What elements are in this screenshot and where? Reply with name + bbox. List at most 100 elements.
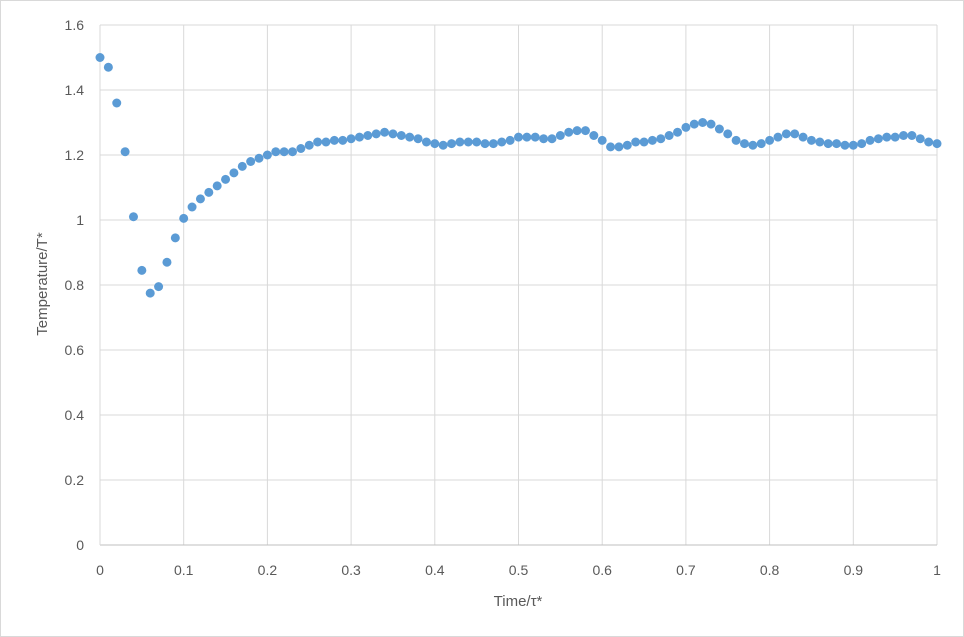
data-point <box>145 288 155 298</box>
x-tick-label: 0.5 <box>509 562 529 578</box>
data-point <box>438 140 448 150</box>
x-axis-title: Time/τ* <box>494 593 543 610</box>
data-point <box>137 265 147 275</box>
data-point <box>890 132 900 142</box>
data-point <box>195 194 205 204</box>
x-tick-label: 0.8 <box>760 562 780 578</box>
data-point <box>907 131 917 140</box>
data-point <box>103 62 113 72</box>
data-point <box>288 147 298 157</box>
data-point <box>899 131 909 140</box>
data-point <box>572 126 582 136</box>
x-tick-label: 0.1 <box>174 562 194 578</box>
data-point <box>271 147 281 157</box>
data-point <box>421 137 431 147</box>
data-point <box>296 144 306 153</box>
data-point <box>564 127 574 137</box>
data-point <box>647 135 657 145</box>
data-point <box>606 142 616 152</box>
data-point <box>170 233 180 243</box>
data-point <box>882 132 892 142</box>
data-point <box>873 134 883 144</box>
data-point <box>756 139 766 149</box>
data-point <box>857 139 867 149</box>
data-point <box>706 119 716 129</box>
data-point <box>338 135 348 145</box>
data-point <box>279 147 289 157</box>
x-tick-label: 0.4 <box>425 562 445 578</box>
y-tick-label: 0.2 <box>65 472 85 488</box>
x-tick-label: 0.3 <box>341 562 361 578</box>
y-axis-title: Temperature/T* <box>34 232 51 336</box>
data-point <box>254 153 264 163</box>
y-tick-label: 1.2 <box>65 147 85 163</box>
tick-labels: 0 0.2 0.4 0.6 0.8 1 1.2 1.4 1.6 0 0.1 0.2 0.3 0.4 0.5 0… <box>65 17 942 578</box>
x-tick-label: 1 <box>933 562 941 578</box>
data-point <box>212 181 222 191</box>
data-point <box>514 132 523 142</box>
data-point <box>380 127 390 137</box>
data-point <box>631 137 641 147</box>
data-point <box>321 137 331 147</box>
data-point <box>522 132 532 142</box>
y-tick-label: 1.6 <box>65 17 85 33</box>
data-point <box>371 129 381 139</box>
data-point <box>430 139 440 149</box>
y-tick-label: 1 <box>76 212 84 228</box>
data-point <box>597 135 607 145</box>
data-point <box>179 213 189 223</box>
y-tick-label: 0.6 <box>65 342 85 358</box>
data-point <box>681 122 691 132</box>
data-point <box>463 137 473 147</box>
data-point <box>739 139 749 149</box>
data-point <box>329 135 339 145</box>
data-point <box>313 137 323 147</box>
data-point <box>396 131 406 140</box>
data-point <box>840 140 850 150</box>
data-point <box>714 124 724 134</box>
data-point <box>413 134 423 144</box>
data-point <box>773 132 783 142</box>
data-point <box>865 135 875 145</box>
data-point <box>539 134 549 144</box>
data-point <box>798 132 808 142</box>
data-points <box>95 53 942 298</box>
data-point <box>162 257 172 267</box>
data-point <box>354 132 364 142</box>
data-point <box>832 139 842 149</box>
data-point <box>815 137 825 147</box>
data-point <box>229 168 239 178</box>
data-point <box>547 134 557 144</box>
data-point <box>447 139 457 149</box>
data-point <box>455 137 465 147</box>
data-point <box>237 161 247 171</box>
data-point <box>497 137 507 147</box>
data-point <box>614 142 624 152</box>
data-point <box>915 134 925 144</box>
data-point <box>689 119 699 129</box>
data-point <box>781 129 791 139</box>
gridlines <box>100 24 938 545</box>
data-point <box>388 129 398 139</box>
x-tick-label: 0.7 <box>676 562 696 578</box>
data-point <box>246 157 256 166</box>
x-tick-label: 0.9 <box>844 562 864 578</box>
data-point <box>932 139 942 149</box>
data-point <box>488 139 498 149</box>
data-point <box>765 135 775 145</box>
y-tick-label: 0.8 <box>65 277 85 293</box>
data-point <box>128 212 138 222</box>
data-point <box>806 135 816 145</box>
data-point <box>748 140 758 150</box>
data-point <box>555 131 565 140</box>
data-point <box>664 131 674 140</box>
data-point <box>673 127 683 137</box>
data-point <box>363 131 373 140</box>
axes <box>99 25 937 546</box>
data-point <box>698 118 708 127</box>
data-point <box>848 140 858 150</box>
data-point <box>221 174 231 184</box>
data-point <box>346 134 356 144</box>
data-point <box>187 202 197 212</box>
